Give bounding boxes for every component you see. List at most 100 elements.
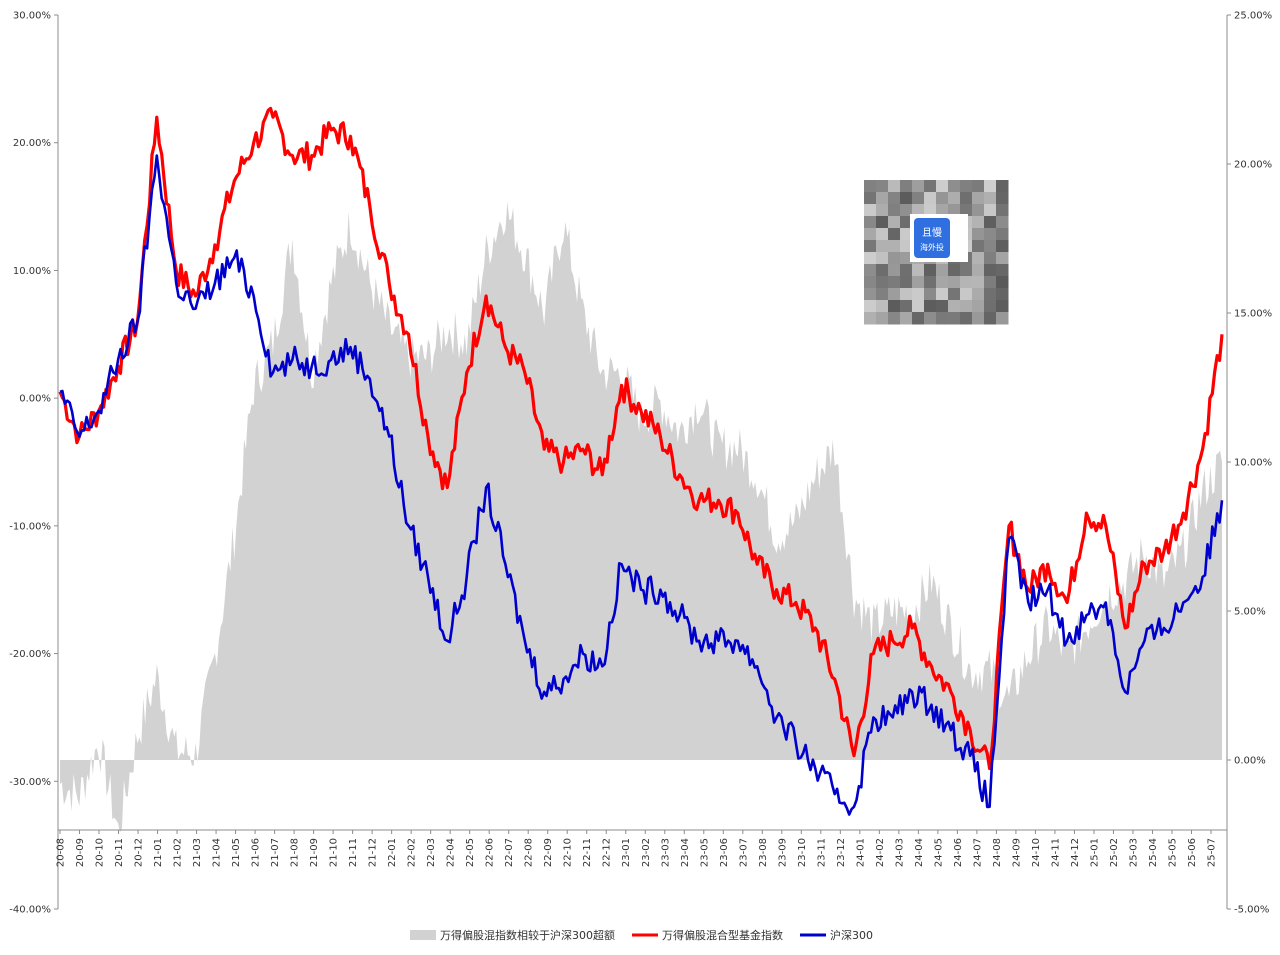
qr-cell — [888, 216, 901, 229]
qr-cell — [876, 288, 889, 301]
x-tick-label: 24-11 — [1050, 838, 1061, 867]
watermark-text-line2: 海外投 — [920, 242, 944, 252]
qr-cell — [864, 216, 877, 229]
left-tick-label: -20.00% — [9, 649, 51, 660]
qr-cell — [984, 180, 997, 193]
qr-cell — [900, 180, 913, 193]
qr-cell — [888, 264, 901, 277]
left-tick-label: 30.00% — [13, 11, 51, 22]
qr-cell — [960, 264, 973, 277]
qr-cell — [936, 192, 949, 205]
qr-cell — [900, 276, 913, 289]
x-tick-label: 24-01 — [855, 838, 866, 867]
x-tick-label: 23-11 — [816, 838, 827, 867]
qr-cell — [948, 264, 961, 277]
qr-cell — [996, 264, 1009, 277]
qr-cell — [948, 204, 961, 217]
qr-cell — [972, 192, 985, 205]
x-tick-label: 21-12 — [368, 838, 379, 867]
qr-cell — [984, 312, 997, 325]
qr-cell — [960, 312, 973, 325]
x-tick-label: 21-05 — [231, 838, 242, 867]
qr-cell — [972, 312, 985, 325]
qr-cell — [924, 276, 937, 289]
left-tick-label: -40.00% — [9, 905, 51, 916]
legend: 万得偏股混指数相较于沪深300超额 万得偏股混合型基金指数 沪深300 — [410, 928, 873, 942]
x-tick-label: 22-10 — [563, 838, 574, 867]
qr-cell — [984, 276, 997, 289]
x-tick-label: 22-07 — [504, 838, 515, 867]
x-tick-label: 22-08 — [524, 838, 535, 867]
qr-cell — [996, 240, 1009, 253]
badge-app-icon — [914, 218, 950, 258]
qr-cell — [900, 192, 913, 205]
series-lines-layer — [58, 106, 1224, 816]
qr-cell — [984, 288, 997, 301]
excess-return-area — [60, 201, 1222, 833]
legend-swatch-area — [410, 930, 436, 940]
legend-item-label: 万得偏股混指数相较于沪深300超额 — [440, 928, 615, 942]
legend-item-label: 万得偏股混合型基金指数 — [662, 928, 783, 942]
qr-cell — [996, 204, 1009, 217]
qr-cell — [888, 276, 901, 289]
qr-cell — [876, 228, 889, 241]
x-tick-label: 24-12 — [1070, 838, 1081, 867]
qr-cell — [900, 312, 913, 325]
x-tick-label: 21-02 — [173, 838, 184, 867]
x-tick-label: 24-02 — [875, 838, 886, 867]
qr-cell — [924, 288, 937, 301]
qr-cell — [900, 228, 913, 241]
qr-cell — [876, 276, 889, 289]
qr-cell — [912, 312, 925, 325]
qr-cell — [996, 288, 1009, 301]
qr-cell — [924, 312, 937, 325]
qr-cell — [912, 204, 925, 217]
qr-cell — [948, 300, 961, 313]
x-tick-label: 22-02 — [407, 838, 418, 867]
qr-cell — [960, 300, 973, 313]
x-tick-label: 23-01 — [621, 838, 632, 867]
qr-cell — [900, 264, 913, 277]
x-tick-label: 25-02 — [1109, 838, 1120, 867]
qr-cell — [972, 276, 985, 289]
qr-cell — [864, 264, 877, 277]
x-tick-label: 23-02 — [641, 838, 652, 867]
x-tick-label: 21-07 — [270, 838, 281, 867]
qr-cell — [972, 264, 985, 277]
x-tick-label: 22-12 — [602, 838, 613, 867]
qr-cell — [924, 180, 937, 193]
qr-cell — [888, 252, 901, 265]
x-tick-label: 22-09 — [543, 838, 554, 867]
qr-cell — [960, 276, 973, 289]
right-tick-label: 20.00% — [1234, 160, 1272, 171]
qr-cell — [996, 252, 1009, 265]
qr-cell — [972, 228, 985, 241]
qr-cell — [864, 276, 877, 289]
x-tick-label: 25-06 — [1187, 838, 1198, 867]
qr-cell — [888, 192, 901, 205]
x-tick-label: 21-11 — [348, 838, 359, 867]
x-tick-label: 21-08 — [290, 838, 301, 867]
x-tick-label: 24-08 — [992, 838, 1003, 867]
x-tick-label: 23-10 — [797, 838, 808, 867]
qr-cell — [972, 216, 985, 229]
qr-cell — [984, 228, 997, 241]
qr-cell — [996, 216, 1009, 229]
right-tick-label: 10.00% — [1234, 458, 1272, 469]
qr-cell — [864, 240, 877, 253]
x-tick-label: 24-09 — [1011, 838, 1022, 867]
left-tick-label: 20.00% — [13, 138, 51, 149]
qr-cell — [864, 312, 877, 325]
x-tick-label: 24-05 — [933, 838, 944, 867]
qr-cell — [864, 192, 877, 205]
qr-cell — [984, 204, 997, 217]
qr-cell — [864, 180, 877, 193]
qr-cell — [972, 252, 985, 265]
qr-cell — [864, 228, 877, 241]
qr-cell — [888, 204, 901, 217]
qr-cell — [984, 240, 997, 253]
qr-cell — [900, 216, 913, 229]
qr-cell — [888, 300, 901, 313]
left-tick-label: 10.00% — [13, 266, 51, 277]
